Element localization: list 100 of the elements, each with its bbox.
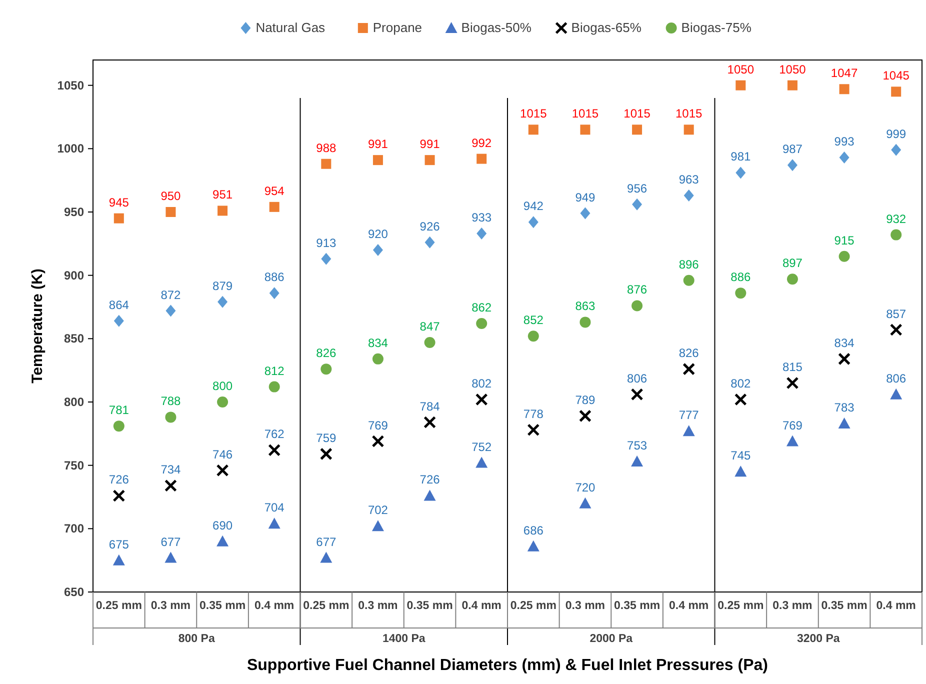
point xyxy=(112,489,126,502)
data-label: 815 xyxy=(782,360,803,374)
data-label: 1015 xyxy=(624,106,651,121)
point xyxy=(580,207,590,220)
point xyxy=(891,144,902,156)
point xyxy=(682,425,695,436)
data-label: 783 xyxy=(834,400,855,415)
data-label: 746 xyxy=(212,447,233,462)
point xyxy=(786,376,799,390)
data-label: 933 xyxy=(472,210,492,225)
x-tick-label: 0.25 mm xyxy=(303,600,350,612)
point xyxy=(320,552,332,563)
point xyxy=(114,314,124,327)
point xyxy=(736,80,746,90)
point xyxy=(683,274,694,286)
point xyxy=(320,364,332,375)
x-axis-title: Supportive Fuel Channel Diameters (mm) & Fuel Inlet Pressures (Pa) xyxy=(246,657,768,674)
point xyxy=(839,84,850,94)
point xyxy=(321,158,332,169)
x-tick-label: 0.4 mm xyxy=(876,600,916,612)
data-label: 788 xyxy=(160,394,182,408)
point xyxy=(838,250,850,262)
point xyxy=(166,304,176,317)
data-label: 778 xyxy=(523,406,544,421)
point xyxy=(166,207,176,217)
data-label: 896 xyxy=(678,257,700,272)
point xyxy=(528,330,539,342)
point xyxy=(786,435,798,446)
data-label: 926 xyxy=(420,219,440,234)
x-tick-label: 0.3 mm xyxy=(150,600,191,612)
data-label: 726 xyxy=(108,472,130,487)
data-label: 886 xyxy=(264,270,285,284)
data-label: 1015 xyxy=(675,106,703,121)
point xyxy=(734,466,747,477)
data-label: 777 xyxy=(678,408,700,422)
point xyxy=(787,80,798,90)
point xyxy=(476,456,488,468)
point xyxy=(736,166,746,179)
point xyxy=(114,213,124,224)
y-tick-label: 650 xyxy=(64,585,84,599)
data-label: 753 xyxy=(627,438,648,453)
x-tick-label: 0.35 mm xyxy=(200,600,246,612)
data-label: 806 xyxy=(886,371,906,386)
data-label: 852 xyxy=(523,313,544,328)
data-label: 734 xyxy=(160,462,182,477)
data-label: 802 xyxy=(730,376,751,390)
text: 2000 Pa xyxy=(590,633,634,645)
point xyxy=(527,540,540,552)
point xyxy=(372,155,383,166)
point xyxy=(684,190,694,202)
data-label: 769 xyxy=(782,418,803,432)
data-label: 993 xyxy=(834,134,855,149)
point xyxy=(269,202,280,212)
point xyxy=(838,418,850,429)
data-label: 1015 xyxy=(572,106,599,121)
point xyxy=(735,288,746,299)
data-label: 789 xyxy=(575,392,596,407)
y-tick-label: 900 xyxy=(64,268,84,282)
data-label: 920 xyxy=(368,227,388,241)
point xyxy=(321,252,332,265)
data-label: 690 xyxy=(212,518,233,532)
x-tick-label: 0.3 mm xyxy=(565,600,606,612)
data-label: 726 xyxy=(420,472,440,487)
point xyxy=(632,300,643,312)
text: 1400 Pa xyxy=(382,633,426,645)
data-label: 826 xyxy=(316,346,336,360)
data-label: 784 xyxy=(420,399,440,414)
data-label: 745 xyxy=(730,448,751,463)
data-label: 800 xyxy=(212,379,233,393)
data-label: 720 xyxy=(575,480,596,494)
data-label: 1047 xyxy=(830,66,858,80)
data-label: 932 xyxy=(886,212,906,226)
data-label: 913 xyxy=(316,236,336,250)
data-label: 834 xyxy=(368,336,388,350)
data-label: 847 xyxy=(420,319,440,334)
data-label: 1015 xyxy=(520,106,548,121)
point xyxy=(476,318,488,329)
point xyxy=(632,198,642,210)
point xyxy=(682,362,696,376)
point xyxy=(216,464,229,477)
data-label: 949 xyxy=(575,190,596,204)
y-tick-label: 1000 xyxy=(57,142,84,156)
point xyxy=(578,410,592,422)
x-tick-label: 0.3 mm xyxy=(358,600,398,612)
point xyxy=(528,124,538,135)
point xyxy=(890,324,902,336)
y-tick-label: 1050 xyxy=(57,78,84,92)
legend-label: Biogas-65% xyxy=(571,20,642,35)
data-label: 897 xyxy=(782,256,803,270)
legend-label: Propane xyxy=(372,20,422,35)
point xyxy=(268,518,280,529)
point xyxy=(580,316,591,328)
data-label: 987 xyxy=(782,142,803,156)
text: 3200 Pa xyxy=(796,633,840,645)
data-label: 1050 xyxy=(727,62,754,76)
point xyxy=(786,274,798,285)
point xyxy=(890,388,902,400)
point xyxy=(424,416,436,429)
x-tick-label: 0.25 mm xyxy=(510,600,556,612)
data-label: 963 xyxy=(678,172,700,187)
